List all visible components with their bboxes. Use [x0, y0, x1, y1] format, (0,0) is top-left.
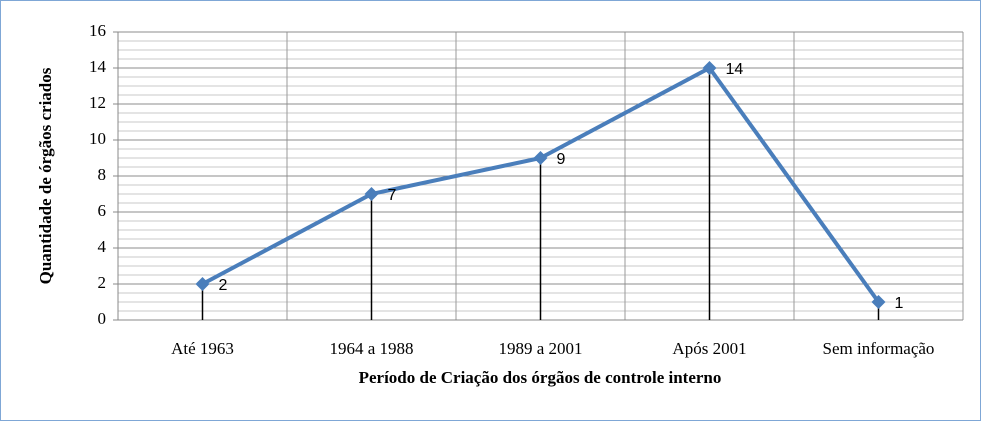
x-tick-label: 1989 a 2001	[498, 339, 582, 358]
marker	[871, 295, 886, 309]
data-label: 14	[726, 61, 744, 78]
y-tick-label: 12	[89, 93, 106, 112]
data-label: 2	[219, 277, 228, 294]
y-axis-title: Quantidade de órgãos criados	[36, 67, 55, 284]
x-tick-label: Sem informação	[823, 339, 935, 358]
y-tick-label: 8	[98, 165, 107, 184]
marker	[533, 151, 548, 165]
x-tick-label: 1964 a 1988	[329, 339, 413, 358]
data-label: 1	[895, 295, 904, 312]
y-tick-label: 2	[98, 273, 107, 292]
y-tick-label: 14	[89, 57, 107, 76]
y-tick-label: 10	[89, 129, 106, 148]
y-tick-label: 6	[98, 201, 107, 220]
data-label: 7	[388, 187, 397, 204]
marker	[364, 187, 379, 201]
y-tick-label: 4	[98, 237, 107, 256]
x-axis-title: Período de Criação dos órgãos de control…	[359, 368, 722, 387]
marker	[195, 277, 210, 291]
y-tick-label: 16	[89, 21, 106, 40]
y-tick-label: 0	[98, 309, 107, 328]
x-tick-label: Até 1963	[171, 339, 234, 358]
marker	[702, 61, 717, 75]
data-label: 9	[557, 151, 566, 168]
x-tick-label: Após 2001	[672, 339, 746, 358]
